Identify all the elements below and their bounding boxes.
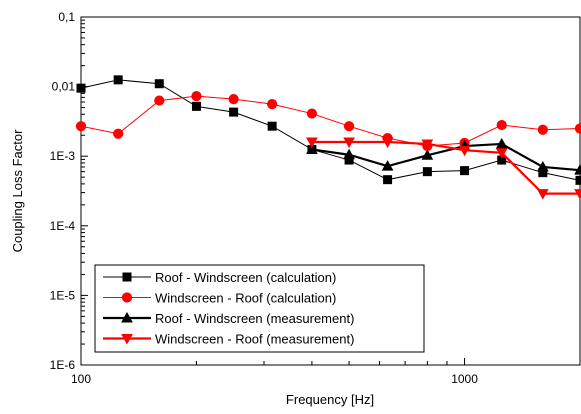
data-point — [460, 166, 470, 176]
data-point — [75, 121, 87, 132]
data-point — [154, 79, 164, 89]
data-point — [574, 189, 581, 200]
legend-marker — [121, 311, 133, 323]
legend-marker — [121, 334, 133, 345]
data-point — [154, 95, 165, 106]
y-tick-label: 1E-4 — [50, 219, 76, 233]
data-point — [306, 108, 318, 119]
legend-entry: Roof - Windscreen (calculation) — [103, 270, 336, 285]
data-point — [537, 124, 548, 135]
data-point — [306, 137, 318, 149]
data-point — [229, 107, 239, 117]
data-point — [191, 101, 201, 111]
x-axis-title: Frequency [Hz] — [286, 392, 374, 407]
legend-entry: Windscreen - Roof (measurement) — [103, 332, 354, 347]
series-layer — [75, 75, 581, 200]
legend-marker — [122, 272, 132, 282]
legend: Roof - Windscreen (calculation) Windscree… — [94, 264, 425, 353]
data-point — [495, 137, 508, 149]
y-tick-label: 1E-5 — [50, 288, 76, 302]
x-tick-label: 1000 — [451, 372, 478, 386]
data-point — [496, 119, 507, 131]
x-tick-label: 100 — [71, 372, 91, 386]
data-point — [306, 143, 318, 154]
data-point — [76, 83, 86, 93]
series-4 — [306, 137, 581, 200]
data-point — [422, 167, 432, 177]
data-point — [113, 75, 123, 85]
data-point — [228, 94, 239, 105]
series-line — [311, 142, 581, 172]
series-line — [311, 140, 580, 195]
series-line — [80, 79, 581, 181]
data-point — [458, 145, 471, 157]
series-1 — [76, 75, 581, 185]
data-point — [421, 139, 434, 150]
data-point — [536, 160, 549, 172]
axis-tick-labels: 100 1000 1E-6 1E-5 1E-4 1E-3 0,01 0,1 — [50, 10, 479, 386]
data-point — [495, 148, 508, 159]
series-line — [80, 95, 581, 147]
data-point — [343, 148, 355, 160]
data-point — [343, 121, 355, 132]
data-point — [381, 160, 394, 171]
y-axis-title: Coupling Loss Factor — [10, 129, 25, 253]
data-point — [267, 99, 278, 110]
data-point — [421, 149, 434, 160]
legend-label: Windscreen - Roof (calculation) — [155, 291, 336, 306]
legend-label: Roof - Windscreen (measurement) — [155, 311, 354, 326]
legend-marker — [121, 292, 133, 303]
legend-entry: Roof - Windscreen (measurement) — [103, 311, 354, 326]
axis-ticks — [80, 16, 581, 366]
data-point — [381, 137, 394, 149]
data-point — [191, 91, 202, 102]
data-point — [343, 137, 355, 149]
data-point — [574, 164, 581, 175]
data-point — [574, 123, 581, 134]
legend-label: Windscreen - Roof (measurement) — [155, 332, 354, 347]
data-point — [383, 175, 393, 185]
data-point — [267, 121, 277, 131]
legend-entry: Windscreen - Roof (calculation) — [103, 291, 336, 306]
y-tick-label: 0,1 — [58, 10, 75, 24]
legend-label: Roof - Windscreen (calculation) — [155, 270, 336, 285]
data-point — [536, 189, 549, 200]
data-point — [575, 175, 581, 185]
y-tick-label: 0,01 — [52, 80, 76, 94]
y-tick-label: 1E-6 — [50, 358, 76, 372]
data-point — [113, 128, 124, 139]
y-tick-label: 1E-3 — [50, 149, 76, 163]
